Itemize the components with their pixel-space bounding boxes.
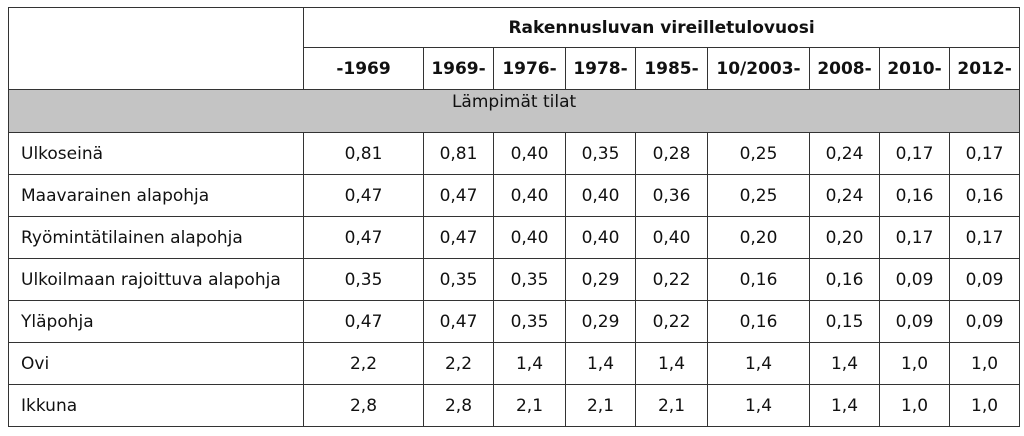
value-cell: 2,1	[493, 384, 566, 427]
value-cell: 0,47	[423, 300, 494, 343]
table-row: Yläpohja 0,47 0,47 0,35 0,29 0,22 0,16 0,15 0,09…	[8, 300, 1021, 343]
value-cell: 0,25	[707, 132, 810, 175]
year-header: -1969	[303, 47, 424, 90]
value-cell: 0,09	[879, 300, 950, 343]
value-cell: 0,20	[809, 216, 880, 259]
value-cell: 2,2	[303, 342, 424, 385]
value-cell: 0,35	[423, 258, 494, 301]
year-header-row: -1969 1969- 1976- 1978- 1985- 10/2003- 2…	[9, 47, 1021, 90]
value-cell: 1,0	[948, 342, 1021, 385]
value-cell: 0,47	[303, 174, 424, 217]
section-row: Lämpimät tilat	[7, 89, 1021, 133]
value-cell: 0,40	[635, 216, 708, 259]
value-cell: 1,4	[565, 342, 636, 385]
value-cell: 0,17	[948, 216, 1021, 259]
value-cell: 0,35	[493, 258, 566, 301]
value-cell: 1,4	[809, 342, 880, 385]
table-row: Ryömintätilainen alapohja 0,47 0,47 0,40 0,4…	[8, 216, 1021, 259]
value-cell: 0,47	[303, 300, 424, 343]
value-cell: 0,25	[707, 174, 810, 217]
value-cell: 1,0	[948, 384, 1021, 427]
table-body: Rakennusluvan vireilletulovuosi -1969 19…	[7, 7, 1021, 427]
value-cell: 0,36	[635, 174, 708, 217]
section-heading: Lämpimät tilat	[7, 89, 1021, 133]
row-label: Ulkoilmaan rajoittuva alapohja	[8, 258, 304, 301]
value-cell: 1,4	[635, 342, 708, 385]
value-cell: 0,16	[948, 174, 1021, 217]
value-cell: 0,40	[565, 174, 636, 217]
value-cell: 0,22	[635, 258, 708, 301]
value-cell: 1,4	[707, 384, 810, 427]
value-cell: 2,8	[303, 384, 424, 427]
title-row: Rakennusluvan vireilletulovuosi	[8, 7, 1021, 90]
year-header: 1978-	[565, 47, 636, 90]
value-cell: 0,15	[809, 300, 880, 343]
value-cell: 0,40	[565, 216, 636, 259]
value-cell: 0,40	[493, 132, 566, 175]
value-cell: 0,40	[493, 174, 566, 217]
row-label: Ulkoseinä	[8, 132, 304, 175]
value-cell: 0,24	[809, 174, 880, 217]
value-cell: 1,0	[879, 342, 950, 385]
value-cell: 0,17	[948, 132, 1021, 175]
year-header: 1976-	[493, 47, 566, 90]
value-cell: 0,09	[879, 258, 950, 301]
value-cell: 0,24	[809, 132, 880, 175]
year-header: 1969-	[423, 47, 494, 90]
value-cell: 0,28	[635, 132, 708, 175]
value-cell: 0,47	[423, 174, 494, 217]
value-cell: 2,2	[423, 342, 494, 385]
value-cell: 0,40	[493, 216, 566, 259]
table-row: Maavarainen alapohja 0,47 0,47 0,40 0,40 0,36…	[8, 174, 1021, 217]
table-row: Ulkoseinä 0,81 0,81 0,40 0,35 0,28 0,25 0,24 0,1…	[8, 132, 1021, 175]
table-row: Ikkuna 2,8 2,8 2,1 2,1 2,1 1,4 1,4 1,0 1,0	[8, 384, 1021, 427]
value-cell: 0,35	[565, 132, 636, 175]
corner-cell	[8, 7, 304, 90]
year-header: 2012-	[948, 47, 1021, 90]
value-cell: 2,1	[635, 384, 708, 427]
value-cell: 2,8	[423, 384, 494, 427]
value-cell: 0,81	[423, 132, 494, 175]
value-cell: 1,4	[809, 384, 880, 427]
value-cell: 0,35	[303, 258, 424, 301]
table-title: Rakennusluvan vireilletulovuosi	[302, 7, 1021, 48]
table-row: Ovi 2,2 2,2 1,4 1,4 1,4 1,4 1,4 1,0 1,0	[8, 342, 1021, 385]
value-cell: 0,09	[948, 300, 1021, 343]
value-cell: 2,1	[565, 384, 636, 427]
value-cell: 0,20	[707, 216, 810, 259]
value-cell: 0,29	[565, 258, 636, 301]
value-cell: 0,16	[809, 258, 880, 301]
row-label: Yläpohja	[8, 300, 304, 343]
row-label: Ryömintätilainen alapohja	[8, 216, 304, 259]
table-row: Ulkoilmaan rajoittuva alapohja 0,35 0,35 0,…	[8, 258, 1021, 301]
value-cell: 1,4	[707, 342, 810, 385]
value-cell: 0,17	[879, 216, 950, 259]
value-cell: 0,29	[565, 300, 636, 343]
row-label: Ovi	[8, 342, 304, 385]
value-cell: 0,17	[879, 132, 950, 175]
value-cell: 0,47	[423, 216, 494, 259]
row-label: Ikkuna	[8, 384, 304, 427]
year-header: 2010-	[879, 47, 950, 90]
value-cell: 0,16	[707, 258, 810, 301]
value-cell: 0,81	[303, 132, 424, 175]
u-value-table: Rakennusluvan vireilletulovuosi -1969 19…	[7, 7, 1021, 427]
year-header: 1985-	[635, 47, 708, 90]
value-cell: 1,0	[879, 384, 950, 427]
value-cell: 0,35	[493, 300, 566, 343]
value-cell: 0,47	[303, 216, 424, 259]
value-cell: 0,09	[948, 258, 1021, 301]
value-cell: 1,4	[493, 342, 566, 385]
year-header: 10/2003-	[707, 47, 810, 90]
value-cell: 0,16	[707, 300, 810, 343]
value-cell: 0,22	[635, 300, 708, 343]
value-cell: 0,16	[879, 174, 950, 217]
row-label: Maavarainen alapohja	[8, 174, 304, 217]
year-header: 2008-	[809, 47, 880, 90]
